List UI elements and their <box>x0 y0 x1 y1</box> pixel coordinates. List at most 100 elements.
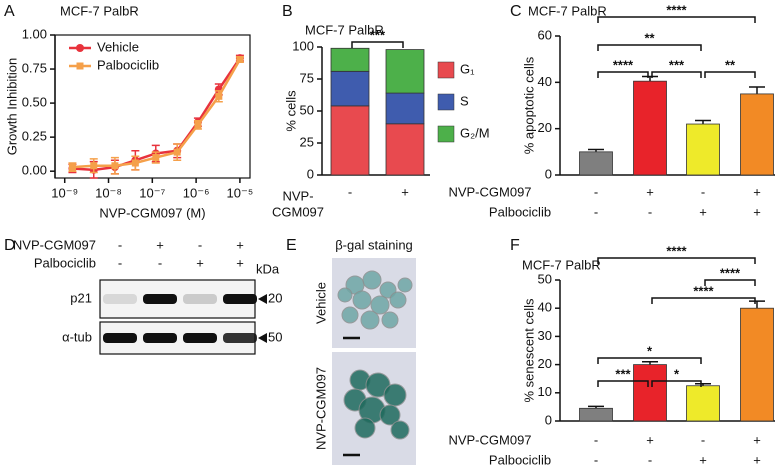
cell <box>352 290 372 310</box>
significance-bracket <box>597 16 756 23</box>
condition-sign: + <box>646 432 654 447</box>
significance-label: * <box>647 343 653 358</box>
blot-band <box>223 333 257 343</box>
condition-sign: - <box>594 452 598 467</box>
significance-label: *** <box>370 27 386 42</box>
image-label: NVP-CGM097 <box>313 367 328 450</box>
cell <box>354 417 376 439</box>
panel-letter: B <box>282 3 293 20</box>
significance-bracket <box>651 380 702 387</box>
y-tick-label: 20 <box>538 120 552 135</box>
point <box>173 148 181 156</box>
error-bar <box>695 119 711 125</box>
condition-sign: + <box>753 452 761 467</box>
condition-sign: + <box>236 255 244 270</box>
y-tick-label: 0 <box>545 166 552 181</box>
point <box>236 56 244 64</box>
point <box>111 162 119 170</box>
cell <box>360 310 380 330</box>
condition-sign: - <box>158 255 162 270</box>
image-title: β-gal staining <box>335 237 413 252</box>
panel-letter: E <box>286 237 297 254</box>
condition-sign: + <box>236 237 244 252</box>
size-marker: 50 <box>268 329 282 344</box>
y-tick-label: 40 <box>538 74 552 89</box>
significance-label: **** <box>720 265 741 280</box>
condition-label: Palbociclib <box>489 204 551 219</box>
bar <box>686 123 720 176</box>
condition-sign: - <box>118 255 122 270</box>
significance-label: ** <box>725 57 736 72</box>
y-tick-label: 0.75 <box>22 60 47 75</box>
bar-segment <box>330 105 370 176</box>
x-tick-label: 10⁻⁵ <box>227 185 254 200</box>
chart-title: MCF-7 PalbR <box>305 22 384 37</box>
x-tick-label: 10⁻⁸ <box>95 185 122 200</box>
point <box>68 163 76 171</box>
condition-sign: + <box>156 237 164 252</box>
condition-label: NVP-CGM097 <box>448 184 531 199</box>
bar <box>740 307 774 422</box>
point <box>152 154 160 162</box>
error-bar <box>642 75 658 82</box>
y-axis-title: % apoptotic cells <box>521 56 536 154</box>
y-tick-label: 40 <box>538 300 552 315</box>
significance-label: *** <box>669 57 685 72</box>
legend-marker <box>76 62 84 70</box>
condition-sign: - <box>594 432 598 447</box>
blot-band <box>183 333 217 343</box>
significance-bracket <box>597 257 756 264</box>
y-tick-label: 0 <box>307 166 314 181</box>
cell <box>379 404 401 426</box>
legend-label: G₂/M <box>460 125 490 140</box>
point <box>194 121 202 129</box>
condition-sign: + <box>699 452 707 467</box>
panel-letter: D <box>4 237 16 254</box>
blot-band <box>183 294 217 304</box>
x-axis-title: CGM097 <box>272 204 324 219</box>
x-tick-label: - <box>348 184 352 199</box>
legend-label: Vehicle <box>97 39 139 54</box>
marker-arrow <box>258 294 267 304</box>
unit-label: kDa <box>256 261 280 276</box>
chart-title: MCF-7 PalbR <box>60 3 139 18</box>
condition-sign: - <box>594 184 598 199</box>
legend-label: Palbociclib <box>97 57 159 72</box>
condition-sign: + <box>196 255 204 270</box>
point <box>131 159 139 167</box>
legend-swatch <box>437 125 455 143</box>
cell <box>397 277 413 293</box>
error-bar <box>749 300 765 309</box>
y-tick-label: 75 <box>300 70 314 85</box>
bar <box>633 80 667 176</box>
significance-label: ** <box>644 30 655 45</box>
blot-band <box>143 294 177 304</box>
y-tick-label: 0 <box>545 412 552 427</box>
legend-label: G₁ <box>460 61 475 76</box>
image-label: Vehicle <box>313 282 328 324</box>
bar <box>579 151 613 176</box>
bar-segment <box>330 47 370 72</box>
y-tick-label: 50 <box>300 102 314 117</box>
blot-frame <box>99 279 256 319</box>
size-marker: 20 <box>268 290 282 305</box>
panel-letter: C <box>510 3 522 20</box>
cell <box>370 295 390 315</box>
condition-sign: - <box>118 237 122 252</box>
bar-segment <box>385 92 425 125</box>
y-tick-label: 10 <box>538 384 552 399</box>
condition-sign: + <box>753 204 761 219</box>
bar <box>740 93 774 176</box>
cell <box>390 420 410 440</box>
x-tick-label: 10⁻⁶ <box>183 185 210 200</box>
significance-label: * <box>674 366 680 381</box>
bar <box>633 364 667 422</box>
y-tick-label: 25 <box>300 134 314 149</box>
significance-label: **** <box>666 243 687 258</box>
panel-letter: A <box>4 3 15 20</box>
significance-bracket <box>704 279 756 286</box>
condition-sign: - <box>701 184 705 199</box>
condition-sign: + <box>646 184 654 199</box>
blot-band <box>103 333 137 343</box>
